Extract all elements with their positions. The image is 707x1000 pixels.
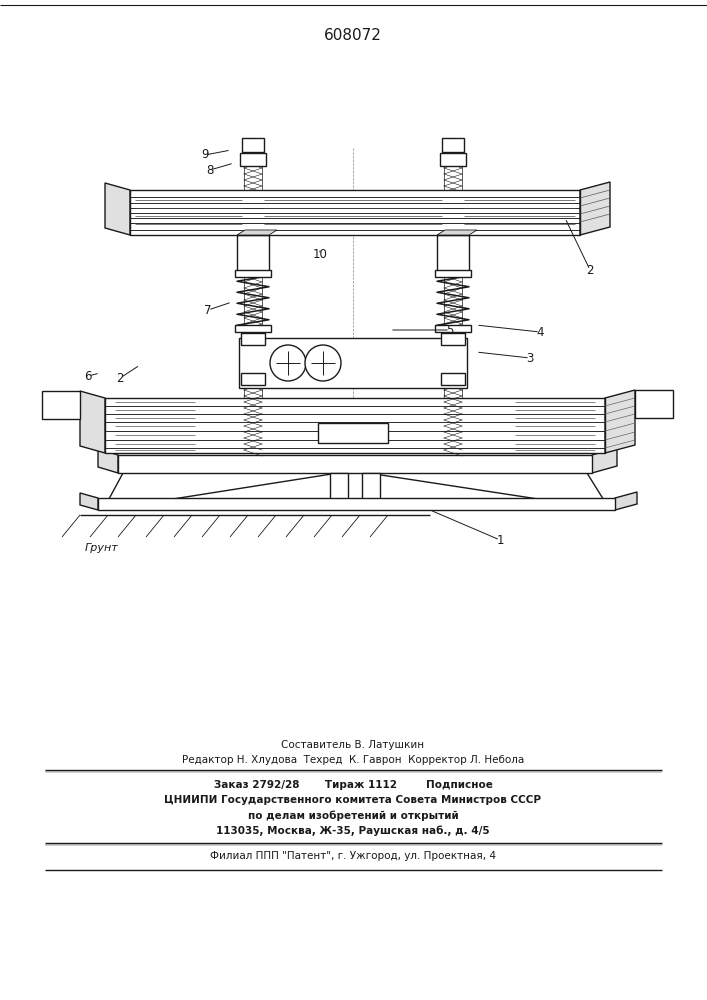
Bar: [105, 431, 605, 440]
Bar: [442, 138, 464, 152]
Text: 4: 4: [536, 326, 544, 338]
Bar: [98, 498, 615, 510]
Bar: [239, 338, 467, 388]
Bar: [235, 325, 271, 332]
Polygon shape: [592, 448, 617, 473]
Text: 9: 9: [201, 148, 209, 161]
Polygon shape: [80, 493, 98, 510]
Bar: [435, 270, 471, 277]
Text: 7: 7: [204, 304, 212, 316]
Text: Грунт: Грунт: [85, 543, 119, 553]
Text: 3: 3: [526, 352, 534, 364]
Circle shape: [270, 345, 306, 381]
Bar: [105, 406, 605, 414]
Bar: [440, 153, 466, 166]
Bar: [435, 325, 471, 332]
Polygon shape: [437, 230, 477, 235]
Bar: [437, 235, 469, 273]
Bar: [130, 197, 580, 203]
Bar: [241, 373, 265, 385]
Bar: [105, 440, 605, 448]
Bar: [105, 398, 605, 406]
Text: 608072: 608072: [324, 27, 382, 42]
Text: 10: 10: [312, 248, 327, 261]
Bar: [242, 138, 264, 152]
Text: ЦНИИПИ Государственного комитета Совета Министров СССР: ЦНИИПИ Государственного комитета Совета …: [165, 795, 542, 805]
Bar: [130, 190, 580, 197]
Text: 5: 5: [446, 324, 454, 336]
Bar: [635, 390, 673, 418]
Polygon shape: [98, 449, 118, 473]
Bar: [240, 153, 266, 166]
Text: 2: 2: [586, 263, 594, 276]
Polygon shape: [605, 390, 635, 453]
Bar: [130, 218, 580, 223]
Bar: [235, 270, 271, 277]
Bar: [105, 448, 605, 453]
Bar: [244, 148, 262, 450]
Polygon shape: [615, 492, 637, 510]
Bar: [444, 148, 462, 450]
Text: по делам изобретений и открытий: по делам изобретений и открытий: [247, 811, 458, 821]
Bar: [130, 208, 580, 213]
Polygon shape: [237, 230, 277, 235]
Text: 113035, Москва, Ж-35, Раушская наб., д. 4/5: 113035, Москва, Ж-35, Раушская наб., д. …: [216, 826, 490, 836]
Bar: [241, 333, 265, 345]
Bar: [118, 455, 592, 473]
Text: Составитель В. Латушкин: Составитель В. Латушкин: [281, 740, 425, 750]
Bar: [362, 473, 380, 503]
Text: Заказ 2792/28       Тираж 1112        Подписное: Заказ 2792/28 Тираж 1112 Подписное: [214, 780, 493, 790]
Text: 2: 2: [116, 371, 124, 384]
Bar: [441, 373, 465, 385]
Polygon shape: [80, 391, 105, 453]
Bar: [130, 190, 580, 235]
Bar: [105, 398, 605, 453]
Bar: [105, 414, 605, 422]
Circle shape: [305, 345, 341, 381]
Bar: [130, 230, 580, 235]
Bar: [130, 223, 580, 230]
Bar: [42, 391, 80, 419]
Text: Редактор Н. Хлудова  Техред  К. Гаврон  Корректор Л. Небола: Редактор Н. Хлудова Техред К. Гаврон Кор…: [182, 755, 524, 765]
Bar: [441, 333, 465, 345]
Text: 8: 8: [206, 163, 214, 176]
Bar: [130, 213, 580, 218]
Text: 1: 1: [496, 534, 504, 546]
Bar: [318, 423, 388, 443]
Text: 6: 6: [84, 369, 92, 382]
Bar: [130, 203, 580, 208]
Text: Филиал ППП "Патент", г. Ужгород, ул. Проектная, 4: Филиал ППП "Патент", г. Ужгород, ул. Про…: [210, 851, 496, 861]
Bar: [330, 473, 348, 503]
Polygon shape: [105, 183, 130, 235]
Bar: [237, 235, 269, 273]
Polygon shape: [580, 182, 610, 235]
Bar: [105, 422, 605, 431]
